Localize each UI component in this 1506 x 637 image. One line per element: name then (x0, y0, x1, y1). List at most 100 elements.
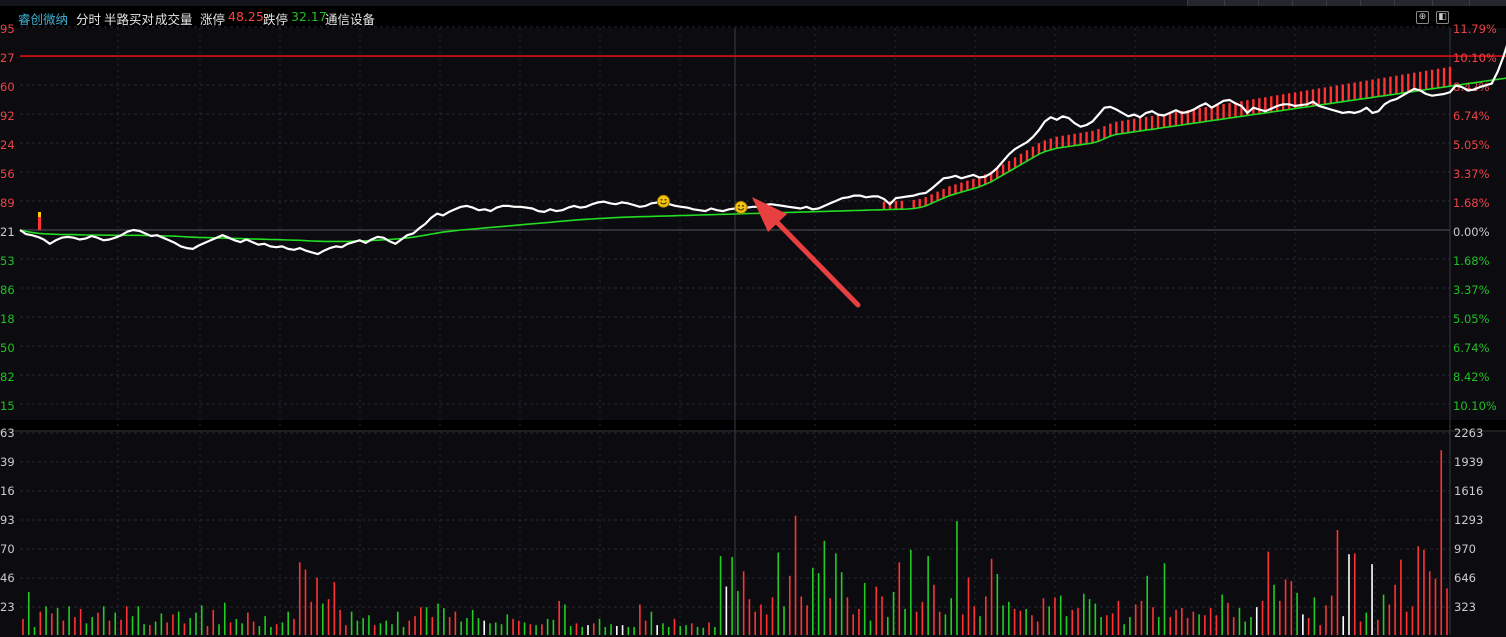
volume-axis-right-label: 1939 (1454, 455, 1483, 469)
volume-bar (356, 620, 359, 635)
volume-bar (656, 625, 658, 635)
volume-bar (1267, 551, 1270, 635)
expand-icon[interactable]: ⊕ (1416, 11, 1429, 24)
price-axis-right-label: 10.10% (1453, 399, 1497, 413)
volume-bar (1394, 584, 1396, 635)
volume-bar (1031, 615, 1033, 635)
buy-strength-bar (1383, 77, 1386, 96)
buy-strength-bar (1121, 120, 1124, 134)
volume-bar (1244, 621, 1247, 635)
volume-bar (587, 625, 589, 635)
toolbar-button-8[interactable] (1432, 0, 1469, 6)
volume-bar (1100, 617, 1102, 635)
volume-bar (293, 618, 295, 635)
buy-strength-bar (1043, 140, 1047, 152)
volume-bar (846, 597, 849, 635)
volume-bar (27, 591, 30, 635)
toolbar-button-5[interactable] (1326, 0, 1360, 6)
toolbar-button-9[interactable] (1469, 0, 1506, 6)
buy-strength-bar (1109, 123, 1112, 137)
volume-bar (1129, 617, 1131, 635)
volume-axis-right-label: 1293 (1454, 513, 1483, 527)
smiley-icon[interactable] (657, 194, 670, 208)
price-axis-left-label: 86 (0, 283, 15, 297)
toolbar-button-3[interactable] (1258, 0, 1292, 6)
volume-bar (823, 540, 826, 635)
volume-bar (56, 608, 59, 635)
price-axis-right-label: 5.05% (1453, 138, 1490, 152)
volume-bar (1048, 606, 1051, 635)
toolbar-button-1[interactable] (1187, 0, 1224, 6)
volume-bar (627, 626, 630, 635)
buy-strength-bar (1150, 115, 1154, 130)
volume-bar (218, 624, 220, 635)
buy-strength-bar (1210, 106, 1213, 121)
volume-axis-left-label: 93 (0, 513, 15, 527)
volume-bar (396, 611, 399, 635)
volume-bar (610, 624, 612, 635)
volume-bar (1117, 600, 1120, 635)
volume-bar (1371, 564, 1373, 635)
volume-bar (662, 623, 664, 635)
buy-strength-bar (1079, 132, 1082, 145)
volume-bar (483, 620, 486, 635)
toolbar-button-2[interactable] (1224, 0, 1258, 6)
toolbar-button-7[interactable] (1394, 0, 1432, 6)
volume-bar (102, 606, 105, 635)
buy-strength-bar (995, 168, 999, 179)
price-axis-left-label: 15 (0, 399, 15, 413)
volume-bar (114, 612, 117, 635)
volume-bar (696, 626, 699, 635)
volume-bar (154, 621, 157, 635)
volume-bar (1342, 616, 1345, 635)
volume-bar (414, 616, 416, 635)
volume-bar (979, 616, 981, 635)
volume-axis-left-label: 63 (0, 426, 15, 440)
volume-bar (172, 614, 174, 635)
volume-bar (1140, 600, 1143, 635)
volume-bar (731, 556, 733, 635)
volume-bar (195, 612, 197, 635)
price-panel-bg (0, 28, 1506, 420)
volume-axis-left-label: 46 (0, 571, 15, 585)
volume-bar (275, 624, 278, 635)
buy-strength-bar (1174, 111, 1178, 126)
price-axis-right-label: 6.74% (1453, 109, 1490, 123)
volume-label: 成交量 (155, 12, 193, 27)
volume-bar (869, 620, 872, 635)
price-axis-right-label: 8.42% (1453, 370, 1490, 384)
toolbar-button-6[interactable] (1360, 0, 1394, 6)
volume-bar (1348, 554, 1350, 635)
volume-bar (1434, 578, 1437, 635)
volume-bar (621, 625, 624, 635)
volume-bar (1094, 603, 1097, 635)
buy-strength-bar (978, 177, 981, 187)
volume-bar (1025, 608, 1027, 635)
volume-bar (581, 626, 584, 635)
volume-bar (996, 574, 999, 635)
volume-bar (817, 573, 820, 635)
volume-bar (748, 599, 751, 635)
volume-bar (852, 614, 854, 635)
volume-bar (592, 623, 595, 635)
limit-down-value: 32.17 (291, 9, 327, 24)
buy-strength-bar (1424, 70, 1428, 90)
volume-bar (1088, 599, 1091, 635)
volume-bar (506, 614, 509, 635)
mode-label[interactable]: 分时 (76, 12, 102, 27)
volume-bar (1002, 605, 1004, 635)
toolbar-button-4[interactable] (1292, 0, 1326, 6)
volume-bar (898, 562, 901, 635)
volume-bar (886, 617, 889, 635)
opponent-label: 半路买对 (104, 12, 155, 27)
limit-down-label: 跌停 (263, 12, 289, 27)
restore-icon[interactable]: ◧ (1436, 11, 1449, 24)
smiley-icon[interactable] (734, 200, 748, 214)
volume-bar (425, 607, 428, 635)
buy-strength-bar (1216, 105, 1219, 120)
price-axis-right-label: 1.68% (1453, 254, 1490, 268)
stock-name[interactable]: 睿创微纳 (18, 12, 69, 27)
price-axis-left-label: 53 (0, 254, 15, 268)
volume-bar (298, 562, 301, 635)
